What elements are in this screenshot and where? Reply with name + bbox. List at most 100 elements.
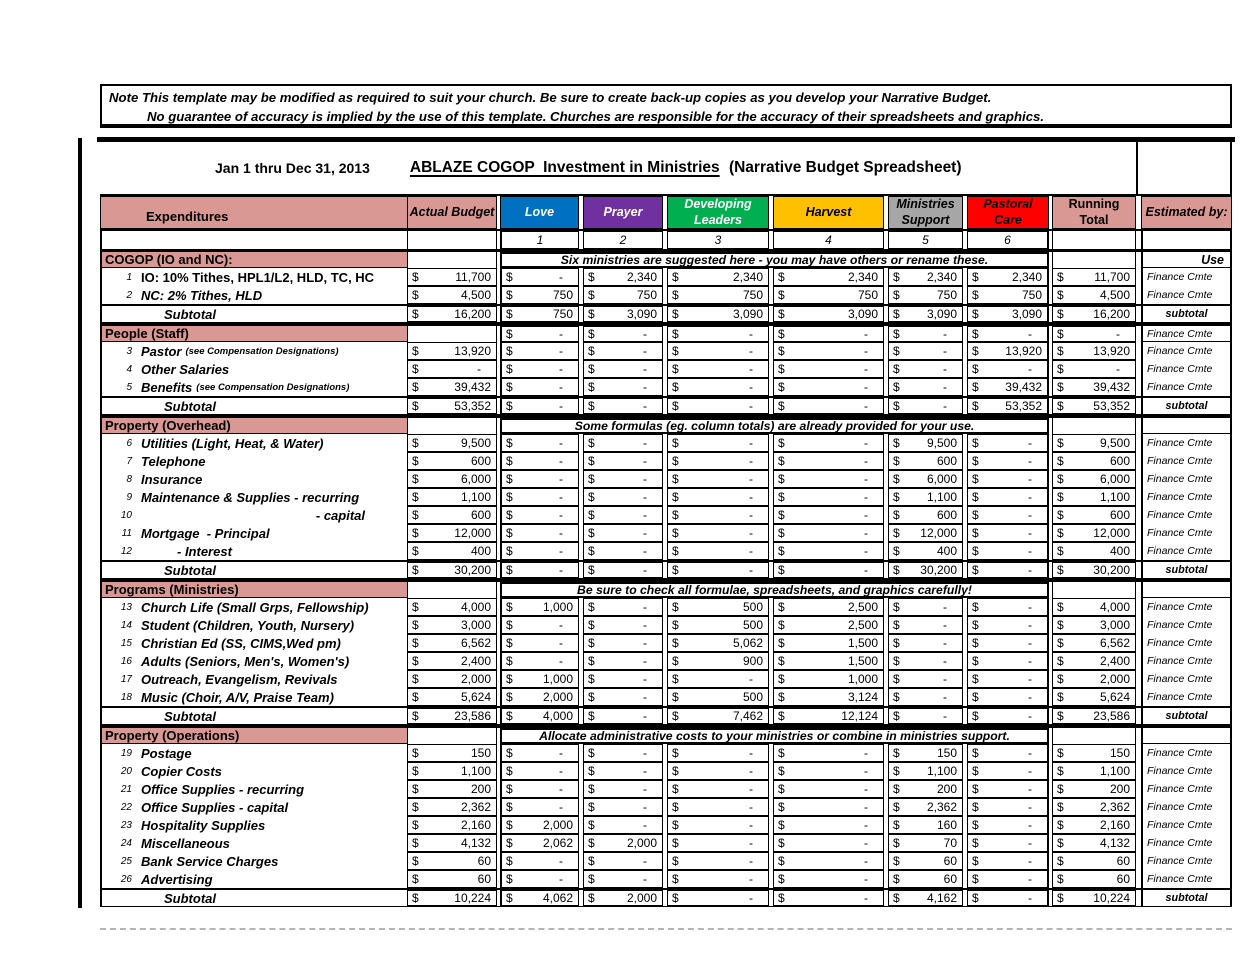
cell-estimated-by[interactable]: Finance Cmte <box>1141 360 1232 378</box>
cell-dev[interactable]: $ - <box>667 326 769 342</box>
cell-pc[interactable]: $ - <box>967 708 1049 724</box>
cell-love[interactable]: $ - <box>500 398 579 414</box>
cell-actual-budget[interactable]: $16,200 <box>407 306 497 322</box>
cell-harv[interactable]: $ - <box>773 378 884 396</box>
section-label[interactable]: Property (Operations) <box>100 728 407 744</box>
cell-ms[interactable]: $1,100 <box>888 762 963 780</box>
cell-pc[interactable]: $ - <box>967 452 1049 470</box>
cell-harv[interactable]: $1,000 <box>773 670 884 688</box>
cell-ms[interactable]: $ - <box>888 378 963 396</box>
cell-estimated-by[interactable]: Finance Cmte <box>1141 762 1232 780</box>
cell-ms[interactable]: $ - <box>888 688 963 706</box>
cell-item-label[interactable]: 24 Miscellaneous <box>100 834 407 852</box>
cell-love[interactable]: $ - <box>500 488 579 506</box>
cell-prayer[interactable]: $2,340 <box>583 268 663 286</box>
cell-harv[interactable]: $ - <box>773 452 884 470</box>
cell-running-total[interactable]: $30,200 <box>1052 562 1136 578</box>
cell-running-total[interactable]: $2,160 <box>1052 816 1136 834</box>
cell-dev[interactable]: $ - <box>667 816 769 834</box>
cell-item-label[interactable]: 17 Outreach, Evangelism, Revivals <box>100 670 407 688</box>
cell-harv[interactable]: $ - <box>773 326 884 342</box>
cell-ms[interactable]: $ - <box>888 708 963 724</box>
cell-dev[interactable]: $ - <box>667 780 769 798</box>
cell-item-label[interactable]: 11 Mortgage - Principal <box>100 524 407 542</box>
cell-ms[interactable]: $12,000 <box>888 524 963 542</box>
cell-ms[interactable]: $ - <box>888 598 963 616</box>
cell-ms[interactable]: $ - <box>888 670 963 688</box>
cell-love[interactable]: $4,000 <box>500 708 579 724</box>
cell-estimated-by[interactable]: Finance Cmte <box>1141 834 1232 852</box>
cell-actual-budget[interactable]: $600 <box>407 452 497 470</box>
cell-harv[interactable]: $3,090 <box>773 306 884 322</box>
cell-actual-budget[interactable]: $2,400 <box>407 652 497 670</box>
cell-dev[interactable]: $ - <box>667 798 769 816</box>
cell-estimated-by[interactable]: subtotal <box>1141 398 1232 414</box>
cell-pc[interactable]: $53,352 <box>967 398 1049 414</box>
cell-dev[interactable]: $ - <box>667 506 769 524</box>
cell-estimated-by[interactable]: Finance Cmte <box>1141 616 1232 634</box>
cell-estimated-by[interactable]: Finance Cmte <box>1141 542 1232 560</box>
subtotal-label[interactable]: Subtotal <box>100 890 407 906</box>
cell-item-label[interactable]: 1 IO: 10% Tithes, HPL1/L2, HLD, TC, HC <box>100 268 407 286</box>
cell-item-label[interactable]: 19 Postage <box>100 744 407 762</box>
cell-actual-budget[interactable]: $6,000 <box>407 470 497 488</box>
cell-ms[interactable]: $150 <box>888 744 963 762</box>
cell-actual-budget[interactable]: $11,700 <box>407 268 497 286</box>
cell-running-total[interactable] <box>1052 252 1136 268</box>
section-label[interactable]: People (Staff) <box>100 326 407 342</box>
cell-ms[interactable]: $9,500 <box>888 434 963 452</box>
cell-running-total[interactable]: $11,700 <box>1052 268 1136 286</box>
cell-running-total[interactable]: $ - <box>1052 326 1136 342</box>
cell-running-total[interactable]: $60 <box>1052 852 1136 870</box>
cell-item-label[interactable]: 4 Other Salaries <box>100 360 407 378</box>
column-header-love[interactable]: Love <box>500 196 579 229</box>
cell-pc[interactable]: $ - <box>967 816 1049 834</box>
cell-harv[interactable]: $2,500 <box>773 616 884 634</box>
subtotal-label[interactable]: Subtotal <box>100 708 407 724</box>
cell-pc[interactable]: $ - <box>967 890 1049 906</box>
cell-prayer[interactable]: $ - <box>583 708 663 724</box>
cell-estimated-by[interactable] <box>1141 418 1232 434</box>
cell-dev[interactable]: $ - <box>667 524 769 542</box>
cell-harv[interactable]: $1,500 <box>773 652 884 670</box>
cell-love[interactable]: $750 <box>500 286 579 304</box>
subtotal-label[interactable]: Subtotal <box>100 398 407 414</box>
cell-running-total[interactable]: $23,586 <box>1052 708 1136 724</box>
column-header-ms[interactable]: Ministries Support <box>888 196 963 229</box>
cell-dev[interactable]: $ - <box>667 452 769 470</box>
cell-running-total[interactable]: $600 <box>1052 506 1136 524</box>
cell-item-label[interactable]: 10 - capital <box>100 506 407 524</box>
cell-prayer[interactable]: $ - <box>583 816 663 834</box>
cell-actual-budget[interactable]: $5,624 <box>407 688 497 706</box>
cell-actual-budget[interactable]: $400 <box>407 542 497 560</box>
cell-dev[interactable]: $ - <box>667 762 769 780</box>
cell-ms[interactable]: $160 <box>888 816 963 834</box>
cell-item-label[interactable]: 18 Music (Choir, A/V, Praise Team) <box>100 688 407 706</box>
cell-love[interactable]: $ - <box>500 616 579 634</box>
cell-actual-budget[interactable]: $4,132 <box>407 834 497 852</box>
cell-estimated-by[interactable]: Finance Cmte <box>1141 524 1232 542</box>
cell-love[interactable]: $4,062 <box>500 890 579 906</box>
cell-estimated-by[interactable]: Finance Cmte <box>1141 470 1232 488</box>
cell-dev[interactable]: $ - <box>667 890 769 906</box>
cell-ms[interactable]: $60 <box>888 852 963 870</box>
cell-estimated-by[interactable]: Finance Cmte <box>1141 870 1232 888</box>
cell-pc[interactable]: $ - <box>967 652 1049 670</box>
cell-ms[interactable]: $ - <box>888 652 963 670</box>
cell-running-total[interactable]: $6,562 <box>1052 634 1136 652</box>
cell-running-total[interactable]: $2,362 <box>1052 798 1136 816</box>
cell-harv[interactable]: $ - <box>773 488 884 506</box>
column-header-est[interactable]: Estimated by: <box>1141 196 1232 229</box>
cell-running-total[interactable] <box>1052 728 1136 744</box>
cell-running-total[interactable]: $3,000 <box>1052 616 1136 634</box>
cell-prayer[interactable]: $ - <box>583 870 663 888</box>
cell-estimated-by[interactable] <box>1141 728 1232 744</box>
cell-love[interactable]: $2,000 <box>500 688 579 706</box>
cell-pc[interactable]: $ - <box>967 870 1049 888</box>
cell-actual-budget[interactable]: $12,000 <box>407 524 497 542</box>
cell-pc[interactable]: $ - <box>967 488 1049 506</box>
subtotal-label[interactable]: Subtotal <box>100 562 407 578</box>
cell-prayer[interactable]: $ - <box>583 378 663 396</box>
cell-harv[interactable]: $ - <box>773 562 884 578</box>
cell-pc[interactable]: $ - <box>967 634 1049 652</box>
